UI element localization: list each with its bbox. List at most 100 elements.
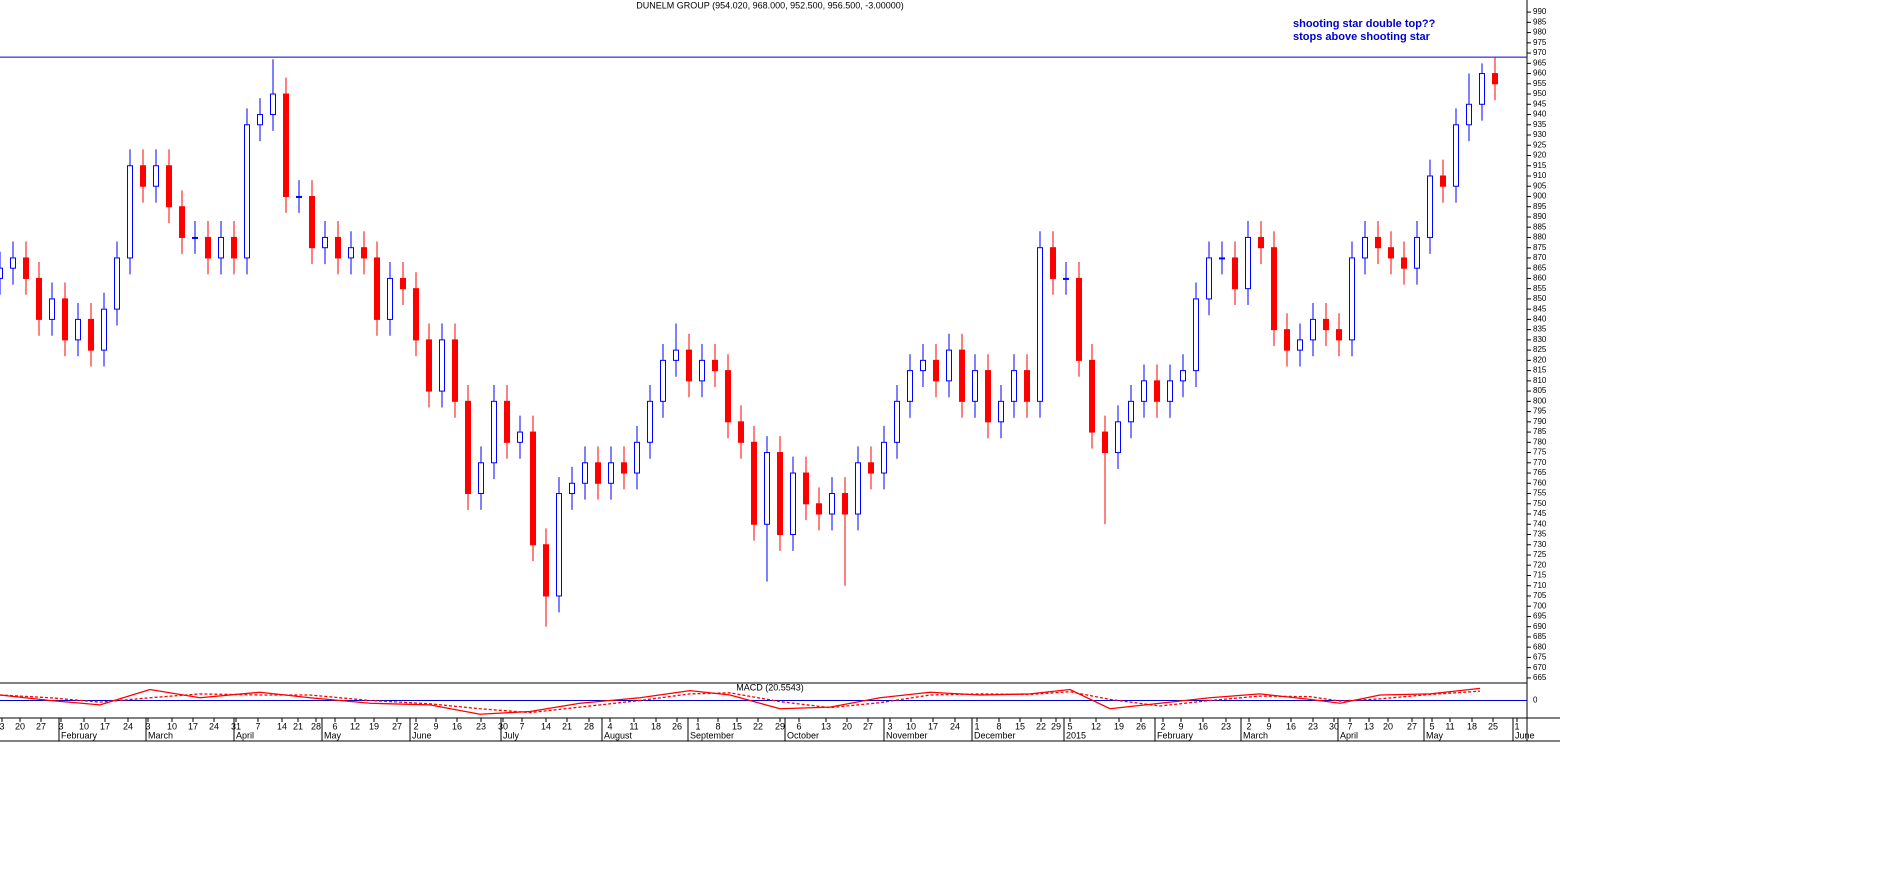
y-tick-label: 980 xyxy=(1533,28,1547,37)
y-tick-label: 835 xyxy=(1533,325,1547,334)
candle-body xyxy=(660,359,666,402)
candle-body xyxy=(322,236,328,249)
y-tick-label: 0 xyxy=(1533,696,1538,705)
y-tick-label: 805 xyxy=(1533,386,1547,395)
y-tick-label: 945 xyxy=(1533,99,1547,108)
chart-title: DUNELM GROUP (954.020, 968.000, 952.500,… xyxy=(636,0,904,10)
candle-body xyxy=(1115,421,1121,454)
y-tick-label: 745 xyxy=(1533,509,1547,518)
x-tick-label: 3 xyxy=(145,721,150,731)
x-tick-label: 27 xyxy=(863,721,873,731)
y-tick-label: 740 xyxy=(1533,519,1547,528)
candle-body xyxy=(1310,318,1316,341)
macd-line xyxy=(0,687,1481,715)
x-tick-label: 26 xyxy=(672,721,682,731)
x-tick-label: 27 xyxy=(1407,721,1417,731)
month-label: June xyxy=(412,730,432,740)
y-tick-label: 770 xyxy=(1533,458,1547,467)
candle-body xyxy=(907,370,913,402)
y-tick-label: 670 xyxy=(1533,663,1547,672)
x-tick-label: 16 xyxy=(1198,721,1208,731)
x-tick-label: 20 xyxy=(842,721,852,731)
candle-body xyxy=(1076,277,1082,361)
candle-body xyxy=(270,93,276,116)
x-tick-label: 2 xyxy=(413,721,418,731)
candle-body xyxy=(1349,257,1355,341)
candle-body xyxy=(1466,103,1472,126)
y-tick-label: 885 xyxy=(1533,222,1547,231)
x-tick-label: 6 xyxy=(332,721,337,731)
candle-body xyxy=(205,236,211,259)
candle-body xyxy=(296,195,302,198)
candle-body xyxy=(1167,380,1173,402)
candle-body xyxy=(1102,431,1108,454)
x-tick-label: 16 xyxy=(452,721,462,731)
x-tick-label: 13 xyxy=(1364,721,1374,731)
candle-body xyxy=(699,359,705,382)
candle-body xyxy=(192,236,198,239)
candle-body xyxy=(959,349,965,402)
y-tick-label: 755 xyxy=(1533,489,1547,498)
candle-body xyxy=(1284,329,1290,351)
y-tick-label: 905 xyxy=(1533,181,1547,190)
candle-body xyxy=(933,359,939,382)
y-tick-label: 935 xyxy=(1533,120,1547,129)
candle-body xyxy=(153,165,159,187)
x-tick-label: 28 xyxy=(311,721,321,731)
candle-body xyxy=(1492,73,1498,85)
y-tick-label: 705 xyxy=(1533,591,1547,600)
candle-body xyxy=(1414,236,1420,269)
month-label: November xyxy=(886,730,928,740)
y-tick-label: 750 xyxy=(1533,499,1547,508)
candle-body xyxy=(309,195,315,249)
candle-body xyxy=(1193,298,1199,372)
candle-body xyxy=(101,308,107,351)
y-tick-label: 790 xyxy=(1533,417,1547,426)
month-label: April xyxy=(1340,730,1358,740)
candle-body xyxy=(803,472,809,505)
y-tick-label: 775 xyxy=(1533,448,1547,457)
x-tick-label: 15 xyxy=(732,721,742,731)
y-tick-label: 925 xyxy=(1533,140,1547,149)
x-tick-label: 12 xyxy=(1091,721,1101,731)
candle-body xyxy=(452,339,458,402)
x-tick-label: 27 xyxy=(392,721,402,731)
candle-body xyxy=(764,452,770,525)
candle-body xyxy=(62,298,68,341)
x-tick-label: 14 xyxy=(277,721,287,731)
candle-body xyxy=(673,349,679,361)
candle-body xyxy=(127,165,133,259)
x-tick-label: 17 xyxy=(188,721,198,731)
candle-body xyxy=(166,165,172,208)
candle-body xyxy=(1180,370,1186,382)
y-tick-label: 990 xyxy=(1533,7,1547,16)
candle-body xyxy=(855,462,861,515)
y-tick-label: 920 xyxy=(1533,151,1547,160)
month-label: March xyxy=(148,730,173,740)
y-tick-label: 880 xyxy=(1533,233,1547,242)
y-tick-label: 765 xyxy=(1533,468,1547,477)
candle-body xyxy=(257,114,263,126)
candle-body xyxy=(582,462,588,484)
candle-body xyxy=(1206,257,1212,300)
candle-body xyxy=(1089,359,1095,433)
x-tick-label: 5 xyxy=(1067,721,1072,731)
y-tick-label: 795 xyxy=(1533,407,1547,416)
candle-body xyxy=(1271,247,1277,331)
x-tick-label: 23 xyxy=(1308,721,1318,731)
candle-body xyxy=(1050,247,1056,279)
x-tick-label: 6 xyxy=(796,721,801,731)
month-label: March xyxy=(1243,730,1268,740)
month-label: February xyxy=(1157,730,1194,740)
candle-body xyxy=(725,370,731,423)
candle-body xyxy=(1258,236,1264,249)
x-tick-label: 28 xyxy=(584,721,594,731)
candle-body xyxy=(842,493,848,515)
candle-body xyxy=(1141,380,1147,402)
candle-body xyxy=(881,441,887,474)
x-tick-label: 29 xyxy=(1051,721,1061,731)
candle-body xyxy=(985,370,991,423)
x-tick-label: 10 xyxy=(79,721,89,731)
y-tick-label: 665 xyxy=(1533,673,1547,682)
